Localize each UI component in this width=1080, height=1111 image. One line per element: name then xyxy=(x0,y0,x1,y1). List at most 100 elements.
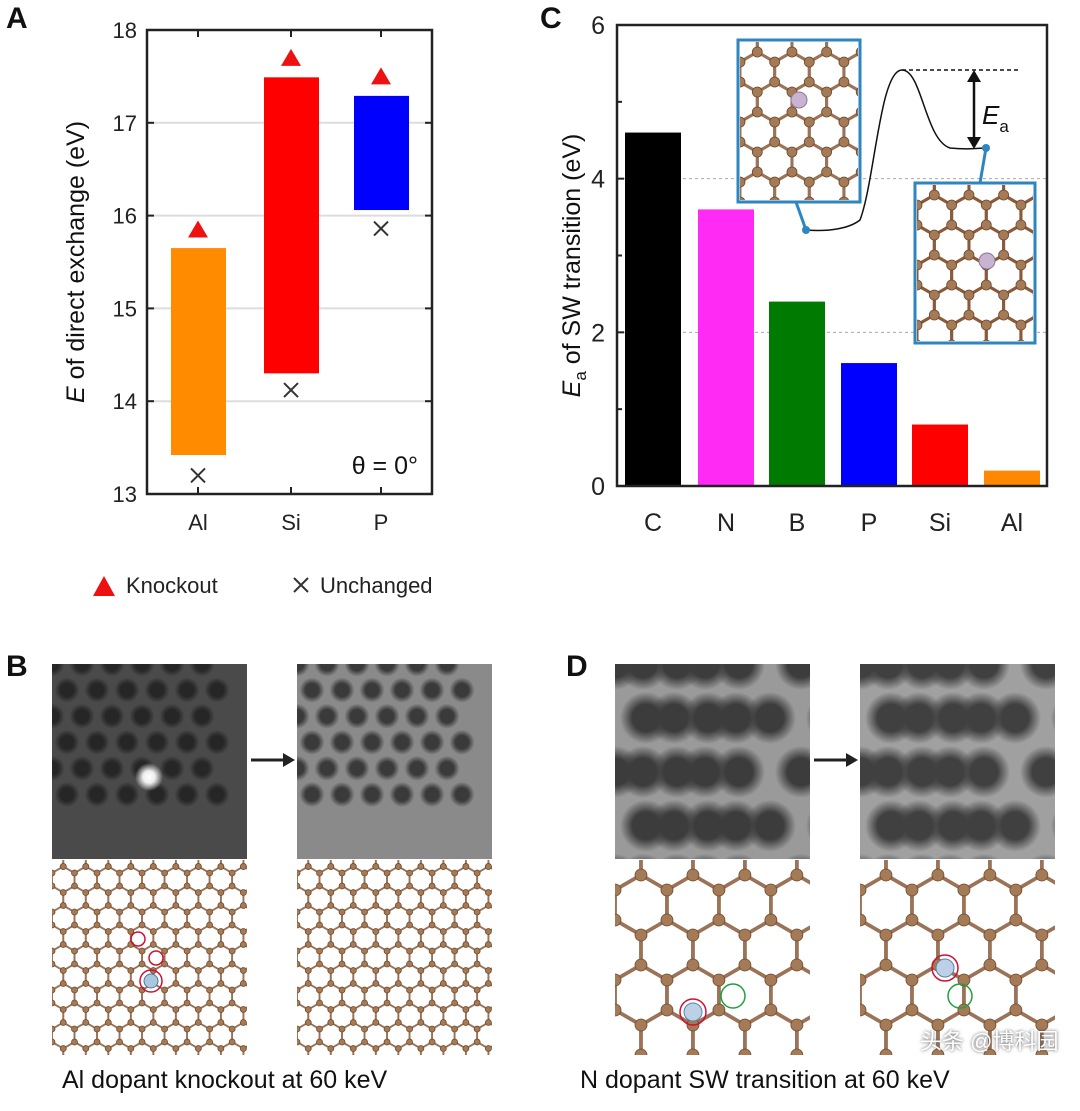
carbon-atom xyxy=(406,947,413,955)
carbon-atom xyxy=(327,1006,335,1013)
angle-annotation: θ = 0° xyxy=(352,452,418,480)
panel-label-d: D xyxy=(566,650,588,683)
bond-ring xyxy=(1056,135,1080,175)
carbon-atom xyxy=(71,1038,78,1046)
carbon-atom xyxy=(161,921,168,929)
carbon-atom xyxy=(860,883,867,897)
carbon-atom xyxy=(71,1025,78,1033)
legend-knockout-marker xyxy=(93,576,115,596)
carbon-atom xyxy=(879,868,893,882)
carbon-atom xyxy=(1033,370,1043,380)
carbon-atom xyxy=(206,1025,214,1033)
bond-ring xyxy=(844,0,879,32)
carbon-atom xyxy=(428,999,436,1007)
carbon-atom xyxy=(838,116,850,128)
energy-barrier-label: Ea xyxy=(982,100,1009,136)
carbon-atom xyxy=(1051,380,1061,390)
carbon-atom xyxy=(874,77,884,87)
carbon-atom xyxy=(928,309,940,321)
carbon-atom xyxy=(116,1025,123,1033)
carbon-atom xyxy=(361,921,368,929)
carbon-atom xyxy=(751,146,763,158)
carbon-atom xyxy=(82,863,90,870)
carbon-atom xyxy=(912,140,922,150)
bond-ring xyxy=(865,165,900,205)
carbon-atom xyxy=(52,947,56,955)
carbon-atom xyxy=(1051,320,1061,330)
carbon-atom xyxy=(790,868,804,882)
carbon-atom xyxy=(891,267,901,277)
carbon-atom xyxy=(71,960,78,968)
carbon-atom xyxy=(998,289,1010,301)
carbon-atom xyxy=(804,237,814,247)
carbon-atom xyxy=(372,1019,380,1026)
bar-c xyxy=(625,132,681,487)
bond-ring xyxy=(231,943,247,972)
carbon-atom xyxy=(327,1019,335,1026)
bond-ring xyxy=(775,232,810,272)
y-tick-label: 14 xyxy=(113,389,137,414)
carbon-atom xyxy=(338,960,346,968)
carbon-atom xyxy=(71,869,78,877)
carbon-atom xyxy=(998,229,1010,241)
highlight-circle xyxy=(947,983,973,1009)
bond-ring xyxy=(231,982,247,1011)
carbon-atom xyxy=(981,400,991,410)
carbon-atom xyxy=(217,889,225,896)
carbon-atom xyxy=(838,56,850,68)
carbon-atom xyxy=(751,106,763,118)
unchanged-marker xyxy=(283,382,299,398)
carbon-atom xyxy=(1051,160,1061,170)
carbon-atom xyxy=(338,999,346,1007)
carbon-atom xyxy=(1016,160,1026,170)
carbon-atom xyxy=(855,47,858,57)
carbon-atom xyxy=(439,980,447,987)
carbon-atom xyxy=(928,289,940,301)
carbon-atom xyxy=(451,908,459,916)
carbon-atom xyxy=(304,1006,312,1013)
carbon-atom xyxy=(634,928,648,942)
carbon-atom xyxy=(874,0,884,7)
carbon-atom xyxy=(93,947,101,955)
carbon-atom xyxy=(439,1019,447,1026)
carbon-atom xyxy=(338,882,346,890)
carbon-atom xyxy=(912,400,922,410)
carbon-atom xyxy=(138,869,146,877)
carbon-atom xyxy=(484,941,492,948)
carbon-atom xyxy=(439,889,447,896)
x-tick-label: N xyxy=(717,509,735,537)
carbon-atom xyxy=(228,1038,236,1046)
carbon-atom xyxy=(856,267,866,277)
carbon-atom xyxy=(982,339,990,341)
carbon-atom xyxy=(372,941,380,948)
carbon-atom xyxy=(127,1045,135,1052)
carbon-atom xyxy=(127,980,135,987)
carbon-atom xyxy=(59,902,67,909)
bond-ring xyxy=(476,943,492,972)
bond-ring xyxy=(900,345,935,385)
carbon-atom xyxy=(71,908,78,916)
carbon-atom xyxy=(361,999,368,1007)
carbon-atom xyxy=(52,869,56,877)
carbon-atom xyxy=(93,921,101,929)
carbon-atom xyxy=(383,869,391,877)
carbon-atom xyxy=(206,1038,214,1046)
stem-image-before xyxy=(52,664,247,859)
carbon-atom xyxy=(790,928,804,942)
carbon-atom xyxy=(963,309,975,321)
y-tick-label: 18 xyxy=(113,18,137,43)
carbon-atom xyxy=(860,1003,867,1017)
bond-ring xyxy=(861,82,896,122)
carbon-atom xyxy=(718,147,728,157)
carbon-atom xyxy=(879,1048,893,1055)
bond-ring xyxy=(896,82,931,122)
carbon-atom xyxy=(928,229,940,241)
carbon-atom xyxy=(1009,913,1023,927)
bond-ring xyxy=(865,285,900,325)
carbon-atom xyxy=(929,370,939,380)
carbon-atom xyxy=(712,883,726,897)
carbon-atom xyxy=(59,1019,67,1026)
bar-p xyxy=(841,363,897,486)
carbon-atom xyxy=(948,339,956,341)
carbon-atom xyxy=(473,986,481,994)
